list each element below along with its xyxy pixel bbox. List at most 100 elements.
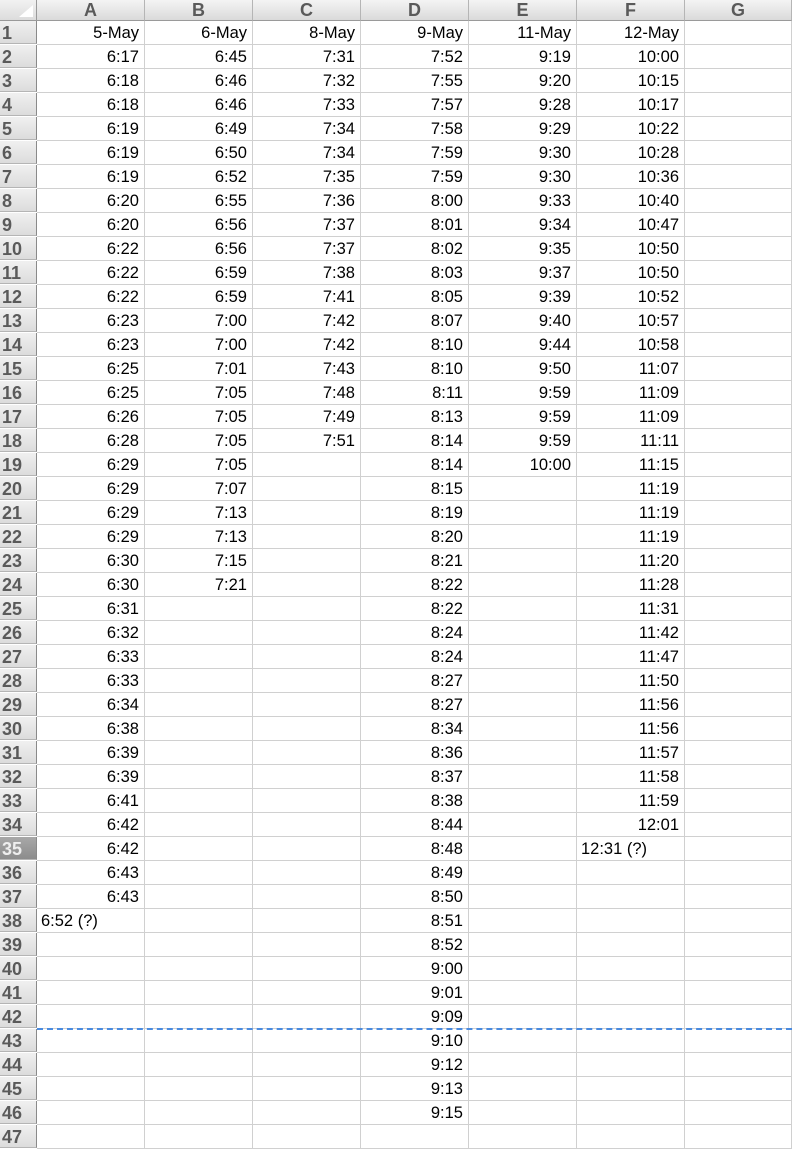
- cell-b20[interactable]: 7:07: [145, 477, 253, 501]
- cell-d8[interactable]: 8:00: [361, 189, 469, 213]
- cell-a24[interactable]: 6:30: [37, 573, 145, 597]
- row-header-6[interactable]: 6: [0, 141, 37, 164]
- cell-e17[interactable]: 9:59: [469, 405, 577, 429]
- cell-f37[interactable]: [577, 885, 685, 909]
- cell-d20[interactable]: 8:15: [361, 477, 469, 501]
- cell-c47[interactable]: [253, 1125, 361, 1149]
- cell-c29[interactable]: [253, 693, 361, 717]
- cell-d36[interactable]: 8:49: [361, 861, 469, 885]
- cell-c3[interactable]: 7:32: [253, 69, 361, 93]
- cell-d18[interactable]: 8:14: [361, 429, 469, 453]
- cell-g14[interactable]: [685, 333, 792, 357]
- cell-e35[interactable]: [469, 837, 577, 861]
- cell-c1[interactable]: 8-May: [253, 21, 361, 45]
- cell-f13[interactable]: 10:57: [577, 309, 685, 333]
- cell-a8[interactable]: 6:20: [37, 189, 145, 213]
- cell-a4[interactable]: 6:18: [37, 93, 145, 117]
- cell-g45[interactable]: [685, 1077, 792, 1101]
- cell-c20[interactable]: [253, 477, 361, 501]
- cell-e8[interactable]: 9:33: [469, 189, 577, 213]
- row-header-40[interactable]: 40: [0, 957, 37, 980]
- cell-c19[interactable]: [253, 453, 361, 477]
- cell-a29[interactable]: 6:34: [37, 693, 145, 717]
- cell-f10[interactable]: 10:50: [577, 237, 685, 261]
- cell-e20[interactable]: [469, 477, 577, 501]
- row-header-33[interactable]: 33: [0, 789, 37, 812]
- cell-e12[interactable]: 9:39: [469, 285, 577, 309]
- cell-a42[interactable]: [37, 1005, 145, 1029]
- cell-f46[interactable]: [577, 1101, 685, 1125]
- cell-f30[interactable]: 11:56: [577, 717, 685, 741]
- cell-b37[interactable]: [145, 885, 253, 909]
- row-header-26[interactable]: 26: [0, 621, 37, 644]
- column-header-d[interactable]: D: [361, 0, 469, 21]
- cell-e15[interactable]: 9:50: [469, 357, 577, 381]
- cell-a44[interactable]: [37, 1053, 145, 1077]
- cell-g27[interactable]: [685, 645, 792, 669]
- cell-d16[interactable]: 8:11: [361, 381, 469, 405]
- cell-a37[interactable]: 6:43: [37, 885, 145, 909]
- cell-e27[interactable]: [469, 645, 577, 669]
- cell-c42[interactable]: [253, 1005, 361, 1029]
- cell-a3[interactable]: 6:18: [37, 69, 145, 93]
- row-header-29[interactable]: 29: [0, 693, 37, 716]
- cell-c28[interactable]: [253, 669, 361, 693]
- row-header-37[interactable]: 37: [0, 885, 37, 908]
- cell-b39[interactable]: [145, 933, 253, 957]
- cell-c37[interactable]: [253, 885, 361, 909]
- cell-b4[interactable]: 6:46: [145, 93, 253, 117]
- cell-g16[interactable]: [685, 381, 792, 405]
- row-header-47[interactable]: 47: [0, 1125, 37, 1148]
- cell-e40[interactable]: [469, 957, 577, 981]
- cell-b40[interactable]: [145, 957, 253, 981]
- cell-g46[interactable]: [685, 1101, 792, 1125]
- cell-d23[interactable]: 8:21: [361, 549, 469, 573]
- cell-c38[interactable]: [253, 909, 361, 933]
- cell-d12[interactable]: 8:05: [361, 285, 469, 309]
- cell-f18[interactable]: 11:11: [577, 429, 685, 453]
- row-header-17[interactable]: 17: [0, 405, 37, 428]
- cell-d2[interactable]: 7:52: [361, 45, 469, 69]
- cell-b34[interactable]: [145, 813, 253, 837]
- cell-f8[interactable]: 10:40: [577, 189, 685, 213]
- cell-d17[interactable]: 8:13: [361, 405, 469, 429]
- cell-f20[interactable]: 11:19: [577, 477, 685, 501]
- cell-b6[interactable]: 6:50: [145, 141, 253, 165]
- cell-g31[interactable]: [685, 741, 792, 765]
- cell-g12[interactable]: [685, 285, 792, 309]
- cell-d47[interactable]: [361, 1125, 469, 1149]
- cell-f1[interactable]: 12-May: [577, 21, 685, 45]
- cell-e26[interactable]: [469, 621, 577, 645]
- cell-e18[interactable]: 9:59: [469, 429, 577, 453]
- cell-g19[interactable]: [685, 453, 792, 477]
- cell-d21[interactable]: 8:19: [361, 501, 469, 525]
- cell-c46[interactable]: [253, 1101, 361, 1125]
- cell-a33[interactable]: 6:41: [37, 789, 145, 813]
- cell-g5[interactable]: [685, 117, 792, 141]
- cell-a38[interactable]: 6:52 (?): [37, 909, 145, 933]
- cell-a40[interactable]: [37, 957, 145, 981]
- cell-c35[interactable]: [253, 837, 361, 861]
- cell-d1[interactable]: 9-May: [361, 21, 469, 45]
- cell-e38[interactable]: [469, 909, 577, 933]
- cell-g8[interactable]: [685, 189, 792, 213]
- cell-b35[interactable]: [145, 837, 253, 861]
- cell-c45[interactable]: [253, 1077, 361, 1101]
- cell-f34[interactable]: 12:01: [577, 813, 685, 837]
- cell-f11[interactable]: 10:50: [577, 261, 685, 285]
- cell-b33[interactable]: [145, 789, 253, 813]
- column-header-c[interactable]: C: [253, 0, 361, 21]
- cell-c13[interactable]: 7:42: [253, 309, 361, 333]
- row-header-2[interactable]: 2: [0, 45, 37, 68]
- row-header-10[interactable]: 10: [0, 237, 37, 260]
- cell-e6[interactable]: 9:30: [469, 141, 577, 165]
- cell-b38[interactable]: [145, 909, 253, 933]
- cell-f23[interactable]: 11:20: [577, 549, 685, 573]
- cell-d45[interactable]: 9:13: [361, 1077, 469, 1101]
- row-header-42[interactable]: 42: [0, 1005, 37, 1028]
- cell-a1[interactable]: 5-May: [37, 21, 145, 45]
- cell-f19[interactable]: 11:15: [577, 453, 685, 477]
- cell-f27[interactable]: 11:47: [577, 645, 685, 669]
- cell-d5[interactable]: 7:58: [361, 117, 469, 141]
- cell-c6[interactable]: 7:34: [253, 141, 361, 165]
